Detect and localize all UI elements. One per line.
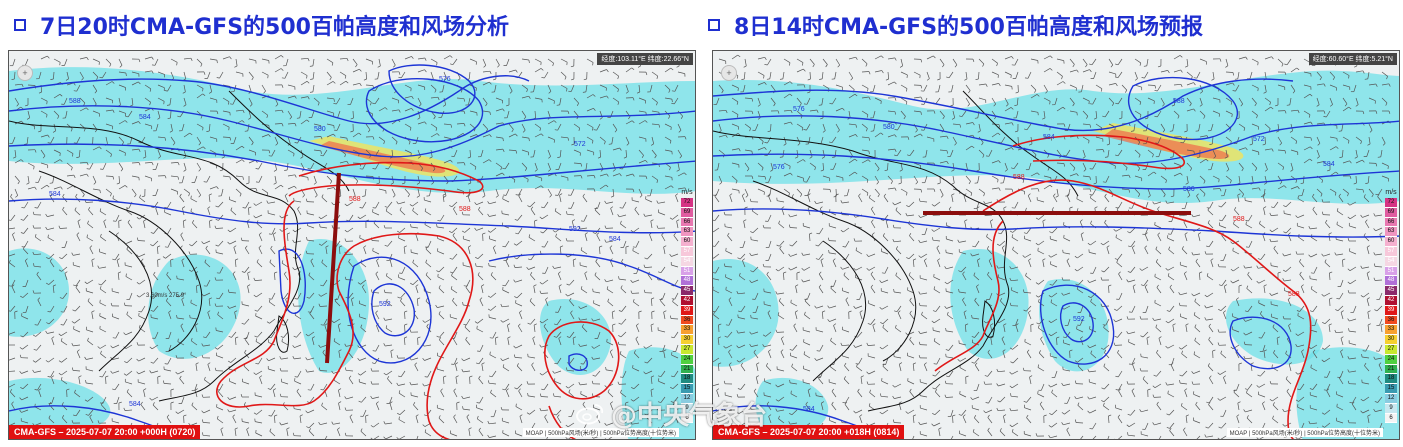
legend-cell: 69 — [681, 207, 693, 218]
legend-cell: 54 — [1385, 256, 1397, 267]
weibo-logo-icon — [576, 404, 604, 425]
legend-cell: 39 — [1385, 305, 1397, 316]
legend-cell: 15 — [1385, 384, 1397, 394]
contour-label: 588 — [1233, 216, 1245, 223]
legend-cell: 39 — [681, 305, 693, 316]
legend-cell: 21 — [681, 364, 693, 375]
contour-label: 572 — [574, 141, 586, 148]
contour-label: 584 — [803, 406, 815, 413]
contour-label: 586 — [1183, 186, 1195, 193]
legend-cell: 72 — [681, 198, 693, 208]
weibo-watermark: @中央气象台 — [575, 398, 767, 431]
contour-label: 588 — [69, 98, 81, 105]
zoom-control-icon[interactable]: + — [721, 65, 737, 81]
right-weather-map[interactable]: 576 580 584 588 572 576 588 584 588 592 586 584 588 … — [712, 50, 1400, 440]
legend-cell: 66 — [681, 217, 693, 228]
right-source-label: MOAP | 500hPa风场(米/秒) | 500hPa位势高度(十位势米) — [1226, 428, 1383, 437]
coord-readout: 经度:103.11°E 纬度:22.66°N — [597, 53, 693, 65]
legend-cell: 69 — [1385, 207, 1397, 218]
contour-label: 584 — [609, 236, 621, 243]
contour-label: 588 — [1173, 98, 1185, 105]
legend-cell: 51 — [1385, 266, 1397, 277]
legend-cell: 45 — [681, 286, 693, 296]
legend-cell: 18 — [1385, 374, 1397, 385]
legend-cell: 24 — [681, 354, 693, 365]
legend-cell: 66 — [1385, 217, 1397, 228]
legend-cell: 60 — [1385, 237, 1397, 247]
legend-cell: 9 — [1385, 403, 1397, 414]
legend-cell: 30 — [1385, 335, 1397, 345]
legend-cell: 42 — [1385, 295, 1397, 306]
contour-label: 592 — [1073, 316, 1085, 323]
legend-cell: 6 — [681, 413, 693, 424]
right-model-run-label: CMA-GFS – 2025-07-07 20:00 +018H (0814) — [713, 425, 905, 439]
left-title-text: 7日20时CMA-GFS的500百帕高度和风场分析 — [40, 15, 509, 40]
legend-cell: 48 — [1385, 276, 1397, 287]
contour-label: 588 — [1288, 291, 1300, 298]
contour-label: 588 — [349, 196, 361, 203]
contour-label: 588 — [459, 206, 471, 213]
wind-speed-label: 3.60m/s 275.9° — [146, 293, 187, 299]
legend-cell: 33 — [681, 325, 693, 336]
legend-cell: 36 — [681, 315, 693, 326]
contour-label: 576 — [793, 106, 805, 113]
legend-unit: m/s — [681, 189, 693, 196]
legend-cell: 6 — [1385, 413, 1397, 424]
legend-cell: 27 — [681, 344, 693, 355]
left-weather-map[interactable]: 588 584 580 576 572 584 588 592 592 584 588 584 + 经… — [8, 50, 696, 440]
left-model-run-label: CMA-GFS – 2025-07-07 20:00 +000H (0720) — [9, 425, 201, 439]
coord-readout: 经度:60.60°E 纬度:5.21°N — [1308, 53, 1397, 65]
legend-cell: 18 — [681, 374, 693, 385]
contour-label: 576 — [773, 164, 785, 171]
legend-cell: 54 — [681, 256, 693, 267]
legend-cell: 33 — [1385, 325, 1397, 336]
watermark-text: @中央气象台 — [611, 400, 768, 431]
contour-label: 592 — [379, 301, 391, 308]
legend-cell: 57 — [681, 246, 693, 257]
legend-cell: 45 — [1385, 286, 1397, 296]
right-panel-title: 8日14时CMA-GFS的500百帕高度和风场预报 — [708, 8, 1203, 42]
contour-label: 580 — [883, 124, 895, 131]
right-wind-legend: m/s 72 69 66 63 60 57 54 51 48 45 42 39 36 33 30 27 24 21 1… — [1385, 189, 1397, 424]
legend-cell: 21 — [1385, 364, 1397, 375]
legend-cell: 57 — [1385, 246, 1397, 257]
legend-cell: 48 — [681, 276, 693, 287]
legend-unit: m/s — [1385, 189, 1397, 196]
contour-label: 584 — [129, 401, 141, 408]
checkbox-square-icon — [14, 19, 26, 31]
contour-label: 584 — [1043, 134, 1055, 141]
right-title-text: 8日14时CMA-GFS的500百帕高度和风场预报 — [734, 15, 1203, 40]
left-wind-legend: m/s 72 69 66 63 60 57 54 51 48 45 42 39 36 33 30 27 24 21 1… — [681, 189, 693, 424]
contour-label: 592 — [569, 226, 581, 233]
left-panel-title: 7日20时CMA-GFS的500百帕高度和风场分析 — [14, 8, 509, 42]
contour-label: 588 — [1013, 174, 1025, 181]
legend-cell: 30 — [681, 335, 693, 345]
legend-cell: 42 — [681, 295, 693, 306]
legend-cell: 15 — [681, 384, 693, 394]
contour-label: 572 — [1253, 136, 1265, 143]
zoom-control-icon[interactable]: + — [17, 65, 33, 81]
legend-cell: 24 — [1385, 354, 1397, 365]
legend-cell: 36 — [1385, 315, 1397, 326]
contour-label: 580 — [314, 126, 326, 133]
contour-label: 576 — [439, 76, 451, 83]
left-source-label: MOAP | 500hPa风场(米/秒) | 500hPa位势高度(十位势米) — [522, 428, 679, 437]
legend-cell: 63 — [681, 227, 693, 238]
trough-axis-line — [325, 172, 341, 364]
contour-label: 584 — [49, 191, 61, 198]
legend-cell: 72 — [1385, 198, 1397, 208]
checkbox-square-icon — [708, 19, 720, 31]
legend-cell: 27 — [1385, 344, 1397, 355]
legend-cell: 9 — [681, 403, 693, 414]
legend-cell: 60 — [681, 237, 693, 247]
legend-cell: 12 — [681, 393, 693, 404]
contour-label: 584 — [1323, 161, 1335, 168]
legend-cell: 63 — [1385, 227, 1397, 238]
contour-label: 584 — [139, 114, 151, 121]
legend-cell: 51 — [681, 266, 693, 277]
legend-cell: 12 — [1385, 393, 1397, 404]
